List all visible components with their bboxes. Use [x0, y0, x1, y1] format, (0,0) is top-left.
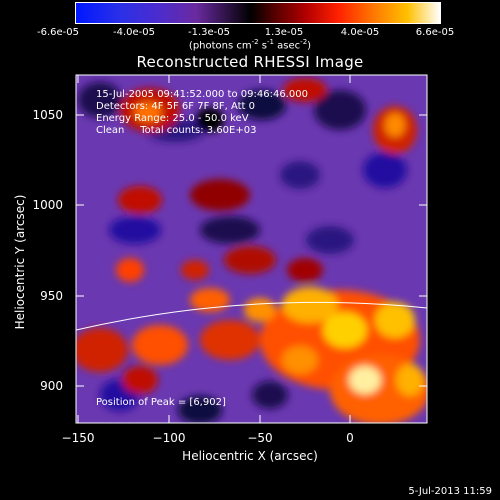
- colorbar: [75, 2, 441, 24]
- y-ticks: [76, 114, 427, 387]
- x-ticks: [77, 75, 351, 423]
- colorbar-tick: 6.6e-05: [415, 27, 455, 38]
- y-axis-label: Heliocentric Y (arcsec): [13, 194, 27, 330]
- x-tick-label: −100: [152, 431, 186, 445]
- colorbar-tick: -4.0e-05: [113, 27, 155, 38]
- x-tick-label: 0: [346, 431, 354, 445]
- image-title: Reconstructed RHESSI Image: [136, 53, 364, 71]
- y-tick-label: 950: [40, 289, 63, 303]
- colorbar-tick: -6.6e-05: [37, 27, 79, 38]
- plot-frame: [75, 74, 428, 424]
- energy-range: Energy Range: 25.0 - 50.0 keV: [96, 113, 249, 124]
- time-range: 15-Jul-2005 09:41:52.000 to 09:46:46.000: [96, 89, 308, 100]
- clean-counts: Clean Total counts: 3.60E+03: [96, 125, 257, 136]
- colorbar-tick: 4.0e-05: [340, 27, 380, 38]
- colorbar-units: (photons cm-2 s-1 asec-2): [188, 38, 312, 52]
- x-axis-label: Heliocentric X (arcsec): [182, 449, 318, 463]
- y-tick-label: 1050: [32, 108, 63, 122]
- solar-limb: [76, 301, 427, 331]
- peak-position: Position of Peak = [6,902]: [96, 397, 226, 408]
- x-tick-label: −50: [247, 431, 273, 445]
- colorbar-tick: 1.3e-05: [264, 27, 304, 38]
- colorbar-tick: -1.3e-05: [188, 27, 230, 38]
- x-tick-label: −150: [61, 431, 95, 445]
- y-tick-label: 1000: [32, 198, 63, 212]
- detectors: Detectors: 4F 5F 6F 7F 8F, Att 0: [96, 101, 256, 112]
- y-tick-label: 900: [40, 379, 63, 393]
- date-stamp: 5-Jul-2013 11:59: [408, 486, 492, 497]
